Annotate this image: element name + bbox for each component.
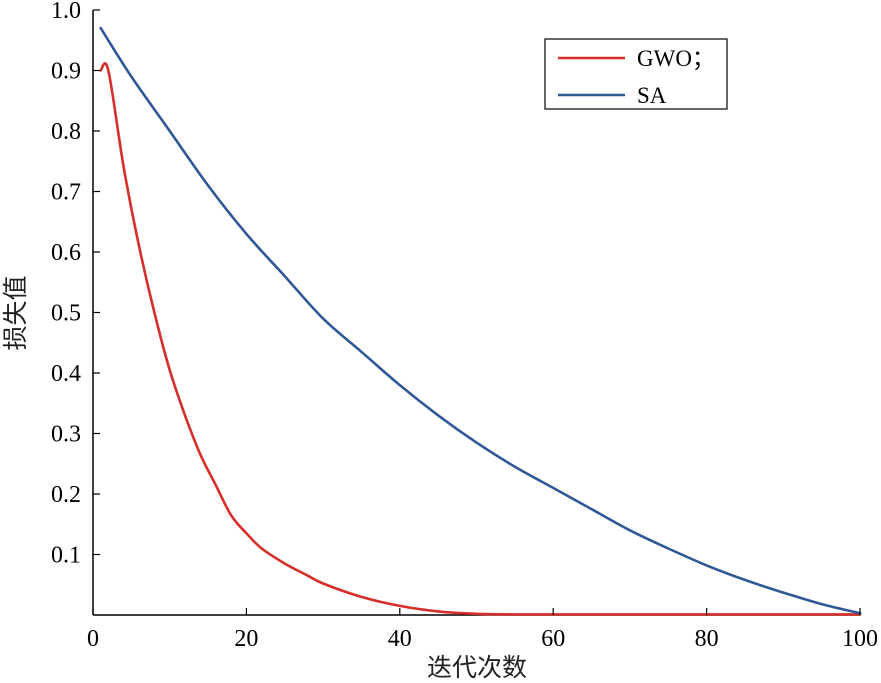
y-tick-label: 0.5	[51, 301, 81, 327]
y-tick-label: 0.4	[51, 361, 81, 387]
y-tick-label: 0.1	[51, 543, 81, 569]
series-line-gwo	[99, 62, 862, 616]
y-tick-label: 0.8	[51, 119, 81, 145]
x-tick-label: 40	[388, 626, 412, 652]
y-tick-label: 0.9	[51, 59, 81, 85]
y-tick-label: 0.7	[51, 180, 81, 206]
legend-label: GWO；	[637, 46, 715, 71]
x-tick-label: 20	[234, 626, 258, 652]
plot-area	[92, 10, 860, 616]
legend: GWO； SA	[544, 38, 728, 110]
series-layer	[99, 26, 862, 616]
x-tick-label: 100	[842, 626, 878, 652]
ticks-layer: 0.1 0.2 0.3 0.4 0.5 0.6 0.7 0.8 0.9 1.0 0 20 40 60 80 1…	[51, 0, 878, 652]
y-tick-label: 1.0	[51, 0, 81, 24]
series-line-sa	[99, 26, 862, 615]
legend-box	[544, 38, 728, 110]
x-tick-label: 60	[541, 626, 565, 652]
y-tick-label: 0.3	[51, 422, 81, 448]
y-tick-label: 0.2	[51, 482, 81, 508]
legend-label: SA	[637, 83, 667, 108]
x-tick-label: 80	[695, 626, 719, 652]
x-tick-label: 0	[87, 626, 99, 652]
x-axis-title: 迭代次数	[427, 653, 527, 682]
y-axis-title: 损失值	[1, 275, 30, 350]
y-tick-label: 0.6	[51, 240, 81, 266]
